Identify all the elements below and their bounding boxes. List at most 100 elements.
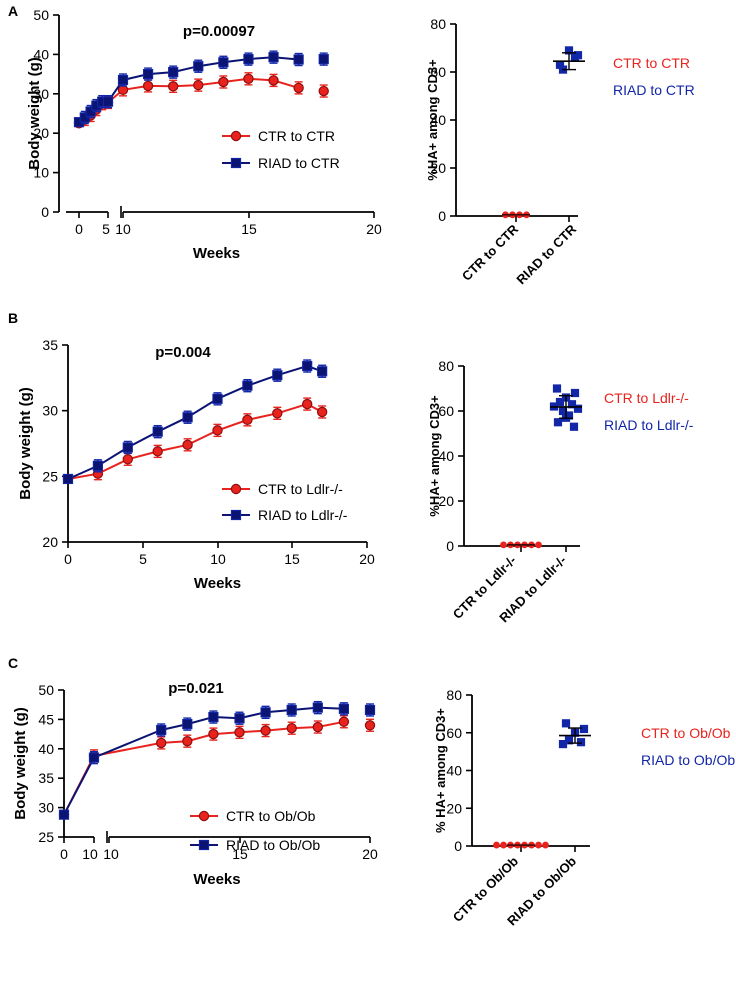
data-point — [561, 719, 571, 728]
legend-marker — [230, 483, 242, 495]
y-tick-label: 30 — [33, 86, 49, 102]
series-ctr-to-ob-ob: CTR to Ob/Ob — [58, 715, 376, 824]
data-point — [102, 96, 114, 107]
data-point — [268, 75, 279, 86]
data-point — [234, 727, 245, 738]
legend-label: CTR to Ob/Ob — [226, 808, 316, 824]
data-point — [555, 397, 565, 407]
y-axis-label: Body weight (g) — [26, 57, 43, 170]
data-point — [573, 404, 583, 413]
y-tick-label: 35 — [42, 337, 58, 353]
x-axis-label: Weeks — [193, 245, 240, 262]
data-point — [293, 54, 304, 65]
y-axis-label: %HA+ among CD3+ — [427, 395, 442, 517]
data-point — [155, 737, 167, 749]
series-line — [78, 56, 299, 123]
body-weight-line-chart: 20 25 30 35 0 5 10 15 20 Weeks Body weight (g) p=0.… — [17, 337, 375, 592]
data-point — [493, 841, 500, 849]
data-point — [242, 414, 253, 426]
data-point — [243, 73, 254, 85]
data-point — [576, 738, 586, 747]
data-point — [312, 721, 323, 733]
data-point — [182, 735, 193, 747]
data-point — [122, 454, 134, 465]
y-tick-label: 25 — [38, 829, 54, 845]
data-point — [567, 400, 577, 409]
data-point — [318, 54, 329, 65]
data-point — [260, 725, 271, 736]
data-point — [142, 80, 154, 92]
body-weight-line-chart: 0 10 20 30 40 50 0 5 10 15 20 Weeks Body weight (g) p… — [26, 7, 382, 262]
data-point — [268, 52, 279, 63]
x-tick-label: 0 — [75, 221, 83, 237]
y-axis-label: Body weight (g) — [17, 387, 34, 500]
x-tick-label: 5 — [139, 551, 147, 567]
x-tick-label: 10 — [115, 221, 131, 237]
data-point — [122, 442, 133, 453]
ha-dot-plot: 0 20 40 60 80 %HA+ among CD3+ CTR to Ldlr-/- RI… — [427, 358, 694, 625]
legend-marker — [230, 130, 242, 142]
legend-marker — [198, 839, 210, 851]
data-point — [312, 702, 323, 713]
group-ctr-to-ob-ob — [493, 841, 549, 849]
panel-letter: A — [8, 3, 18, 19]
data-point — [552, 384, 562, 393]
legend-label: RIAD to CTR — [258, 155, 340, 171]
group-riad-to-ob-ob — [558, 719, 591, 749]
data-point — [542, 841, 549, 849]
x-tick-label: 10 — [103, 846, 119, 862]
y-tick-label: 0 — [438, 208, 446, 224]
data-point — [152, 426, 163, 437]
data-point — [208, 728, 219, 740]
series-line — [67, 403, 323, 480]
data-point — [286, 704, 297, 716]
data-point — [558, 739, 568, 749]
data-point — [500, 841, 507, 849]
y-tick-label: 0 — [454, 838, 462, 854]
data-point — [286, 723, 297, 734]
x-tick-label: 0 — [64, 551, 72, 567]
x-tick-label: 5 — [102, 221, 110, 237]
data-point — [208, 711, 219, 723]
group-ctr-to-ctr — [502, 211, 530, 219]
y-tick-label: 20 — [430, 160, 446, 176]
body-weight-line-chart: 25 30 35 40 45 50 0 10 10 15 20 Weeks Body weight (g… — [12, 680, 378, 888]
data-point — [302, 398, 313, 410]
data-point — [500, 541, 507, 549]
panel-a: A 0 10 20 30 40 50 0 5 10 15 20 Weeks Body weight (g)… — [8, 3, 695, 287]
y-tick-label: 40 — [438, 448, 454, 464]
series-line — [63, 720, 345, 816]
data-point — [338, 703, 349, 714]
series-riad-to-ldlr-: RIAD to Ldlr-/- — [62, 359, 348, 523]
legend-label: CTR to CTR — [258, 128, 335, 144]
data-point — [242, 380, 253, 391]
x-tick-label: 20 — [366, 221, 382, 237]
series-riad-to-ob-ob: RIAD to Ob/Ob — [58, 700, 376, 853]
legend-label: RIAD to Ob/Ob — [226, 837, 320, 853]
data-point — [117, 74, 129, 86]
y-tick-label: 0 — [41, 204, 49, 220]
data-point — [193, 61, 204, 72]
legend-marker — [230, 509, 242, 521]
legend-label: RIAD to Ldlr-/- — [258, 507, 348, 523]
group-riad-to-ctr — [553, 46, 585, 74]
y-tick-label: 50 — [38, 682, 54, 698]
legend-label: CTR to Ldlr-/- — [604, 390, 689, 406]
data-point — [272, 370, 283, 381]
p-value-annotation: p=0.004 — [155, 344, 211, 361]
panel-b: B 20 25 30 35 0 5 10 15 20 Weeks Body weight (g) p=0… — [8, 310, 694, 625]
legend-marker — [198, 810, 210, 822]
x-axis-label: Weeks — [194, 575, 241, 592]
x-tick-label: 10 — [210, 551, 226, 567]
y-axis-label: % HA+ among CD3+ — [433, 708, 448, 833]
legend-label: CTR to CTR — [613, 55, 690, 71]
y-axis-label: %HA+ among CD3+ — [425, 59, 440, 181]
y-tick-label: 10 — [33, 165, 49, 181]
y-tick-label: 80 — [446, 687, 462, 703]
y-tick-label: 30 — [42, 403, 58, 419]
y-tick-label: 60 — [438, 403, 454, 419]
data-point — [218, 76, 229, 88]
data-point — [293, 82, 304, 94]
panel-letter: C — [8, 655, 18, 671]
